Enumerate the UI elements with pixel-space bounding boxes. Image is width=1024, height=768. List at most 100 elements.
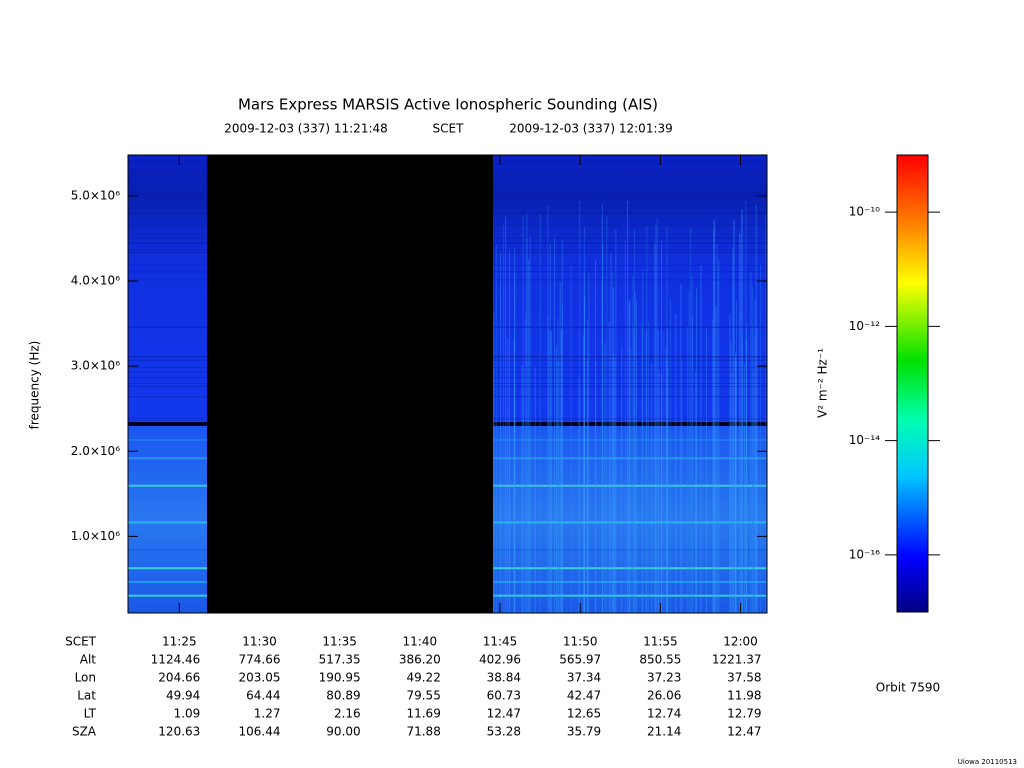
ephemeris-label: Lat	[77, 689, 96, 703]
streak	[550, 331, 552, 613]
streak	[514, 247, 516, 613]
ephemeris-value: 386.20	[399, 653, 441, 667]
ephemeris-value: 11.69	[406, 707, 440, 721]
data-gap	[207, 155, 493, 613]
streak	[695, 371, 697, 613]
ephemeris-value: 90.00	[326, 725, 360, 739]
streak	[606, 216, 608, 614]
streak	[691, 276, 693, 613]
ephemeris-label: LT	[84, 707, 97, 721]
streak	[645, 331, 647, 613]
colorbar-label: V² m⁻² Hz⁻¹	[816, 348, 830, 418]
y-tick-label: 1.0×10⁶	[71, 529, 120, 543]
x-tick-label: 11:45	[483, 635, 518, 649]
streak	[741, 209, 743, 613]
streak	[754, 298, 756, 613]
streak	[556, 363, 558, 613]
colorbar	[896, 154, 929, 613]
y-tick-label: 4.0×10⁶	[71, 273, 120, 287]
streak	[561, 330, 563, 613]
streak	[752, 325, 754, 613]
ephemeris-value: 71.88	[406, 725, 440, 739]
ephemeris-value: 37.23	[647, 671, 681, 685]
ephemeris-value: 190.95	[319, 671, 361, 685]
streak	[610, 253, 612, 613]
streak	[661, 240, 663, 614]
ephemeris-value: 1.09	[174, 707, 201, 721]
streak	[521, 364, 523, 613]
ephemeris-label: Alt	[80, 653, 97, 667]
ephemeris-value: 1124.46	[151, 653, 201, 667]
streak	[584, 227, 586, 613]
y-tick-label: 2.0×10⁶	[71, 444, 120, 458]
ephemeris-value: 53.28	[487, 725, 521, 739]
plot-frame	[127, 154, 768, 614]
ephemeris-value: 64.44	[246, 689, 280, 703]
streak	[583, 270, 585, 613]
streak	[630, 348, 632, 613]
streak	[736, 300, 738, 613]
streak	[548, 330, 550, 613]
streak	[729, 314, 731, 613]
streak	[666, 225, 668, 613]
credit: Uiowa 20110513	[958, 758, 1017, 766]
streak	[656, 218, 658, 613]
streak	[714, 222, 716, 613]
streak	[586, 358, 588, 613]
streak	[667, 328, 669, 613]
streak	[493, 311, 495, 613]
y-axis-label: frequency (Hz)	[28, 341, 42, 430]
colorbar-tick-label: 10⁻¹²	[849, 319, 880, 333]
streak	[743, 363, 745, 613]
x-tick-label: 11:30	[242, 635, 277, 649]
y-tick-label: 5.0×10⁶	[71, 188, 120, 202]
streak	[523, 365, 525, 613]
streak	[634, 290, 636, 613]
streak	[686, 325, 688, 613]
streak	[681, 360, 683, 613]
streak	[584, 295, 586, 613]
streak	[526, 237, 528, 613]
ephemeris-value: 1221.37	[712, 653, 762, 667]
ephemeris-value: 565.97	[559, 653, 601, 667]
streak	[734, 355, 736, 613]
streak	[561, 305, 563, 613]
streak	[611, 271, 613, 613]
time-system: SCET	[433, 122, 465, 136]
ephemeris-value: 774.66	[238, 653, 280, 667]
streak	[561, 240, 563, 613]
streak	[658, 370, 660, 613]
ephemeris-value: 60.73	[487, 689, 521, 703]
streak	[556, 345, 558, 613]
streak	[509, 249, 511, 614]
x-tick-label: 11:40	[403, 635, 438, 649]
streak	[612, 353, 614, 613]
x-tick-label: 11:25	[162, 635, 197, 649]
streak	[632, 326, 634, 613]
streak	[522, 215, 524, 613]
ephemeris-value: 38.84	[487, 671, 521, 685]
ephemeris-value: 35.79	[567, 725, 601, 739]
ephemeris-value: 2.16	[334, 707, 361, 721]
ephemeris-value: 850.55	[639, 653, 681, 667]
streak	[608, 321, 610, 613]
colorbar-tick-label: 10⁻¹⁴	[849, 433, 880, 447]
streak	[587, 319, 589, 613]
streak	[500, 253, 502, 613]
streak	[647, 322, 649, 613]
streak	[657, 330, 659, 613]
streak	[604, 342, 606, 613]
streak	[624, 240, 626, 613]
streak	[534, 366, 536, 613]
streak	[732, 248, 734, 613]
streak	[514, 379, 516, 613]
streak	[514, 273, 516, 613]
ephemeris-value: 106.44	[238, 725, 280, 739]
streak	[745, 200, 747, 613]
streak	[665, 346, 667, 613]
ephemeris-value: 204.66	[158, 671, 200, 685]
ephemeris-label: Lon	[75, 671, 96, 685]
streak	[621, 345, 623, 613]
streak	[642, 269, 644, 613]
